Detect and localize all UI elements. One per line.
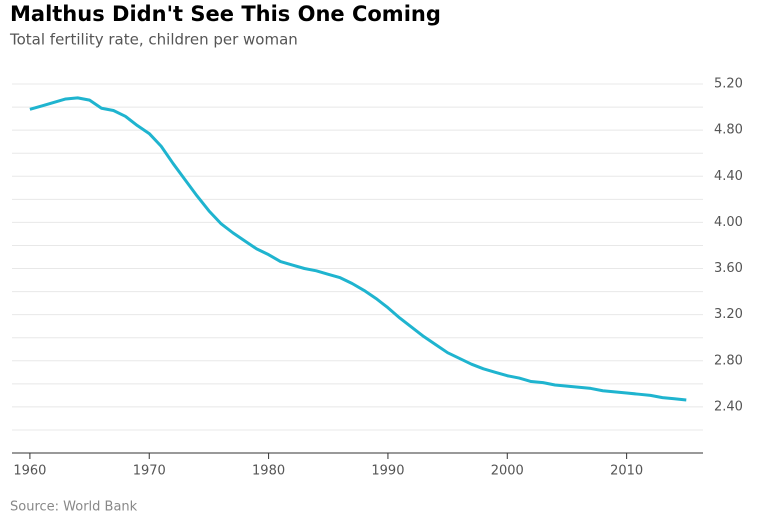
chart-title: Malthus Didn't See This One Coming [10, 2, 441, 26]
x-tick-label: 2000 [491, 464, 524, 479]
x-tick-label: 2010 [610, 464, 643, 479]
chart-subtitle: Total fertility rate, children per woman [9, 31, 298, 49]
y-tick-label: 2.40 [714, 399, 743, 414]
y-tick-label: 3.60 [714, 261, 743, 276]
x-tick-label: 1980 [252, 464, 285, 479]
y-tick-label: 4.40 [714, 169, 743, 184]
x-tick-label: 1990 [371, 464, 404, 479]
x-tick-label: 1960 [13, 464, 46, 479]
source: Source: World Bank [10, 500, 138, 515]
x-tick-label: 1970 [133, 464, 166, 479]
y-tick-label: 5.20 [714, 77, 743, 92]
y-tick-label: 2.80 [714, 353, 743, 368]
y-tick-label: 4.80 [714, 123, 743, 138]
line-series [29, 96, 687, 402]
y-tick-label: 4.00 [714, 215, 743, 230]
y-tick-label: 3.20 [714, 307, 743, 322]
